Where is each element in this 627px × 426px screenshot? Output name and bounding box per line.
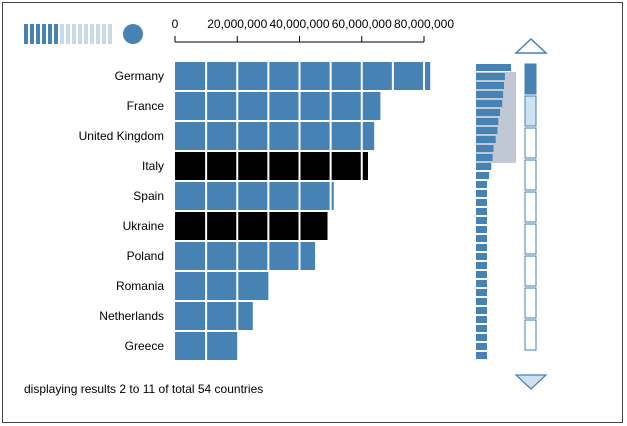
x-tick-label: 60,000,000	[332, 17, 392, 31]
overview-bar	[476, 190, 487, 197]
overview-bar	[476, 352, 487, 359]
category-label: Ukraine	[123, 219, 165, 233]
zoom-level-mark	[102, 24, 106, 44]
category-label: Italy	[142, 159, 164, 173]
bar-spain[interactable]	[175, 182, 334, 210]
bar-germany[interactable]	[175, 62, 431, 90]
overview-bar	[476, 73, 505, 80]
zoom-level-mark	[30, 24, 34, 44]
overview-bar	[476, 199, 487, 206]
overview-bar	[476, 316, 487, 323]
page-box[interactable]	[524, 95, 537, 127]
category-label: Germany	[115, 69, 164, 83]
overview-bar	[476, 145, 494, 152]
category-label: Poland	[127, 249, 164, 263]
overview-bar	[476, 325, 487, 332]
overview-bar	[476, 271, 487, 278]
overview-minimap[interactable]	[476, 64, 516, 359]
category-label: France	[127, 99, 165, 113]
zoom-level-mark	[24, 24, 28, 44]
zoom-level-mark	[66, 24, 70, 44]
overview-bar	[476, 298, 487, 305]
overview-bar	[476, 226, 487, 233]
page-indicator[interactable]	[524, 63, 537, 351]
overview-bar	[476, 91, 504, 98]
zoom-level-mark	[72, 24, 76, 44]
page-box[interactable]	[524, 287, 537, 319]
overview-bar	[476, 334, 487, 341]
scroll-up-arrow-icon[interactable]	[514, 37, 548, 54]
category-labels: Germany France United Kingdom Italy Spain Ukr…	[79, 69, 165, 353]
zoom-level-mark	[48, 24, 52, 44]
zoom-level-mark	[78, 24, 82, 44]
overview-bar	[476, 163, 492, 170]
overview-bar	[476, 136, 496, 143]
bar-ukraine[interactable]	[175, 212, 328, 240]
category-label: Spain	[133, 189, 164, 203]
zoom-level-mark	[90, 24, 94, 44]
category-label: Romania	[116, 279, 164, 293]
page-box[interactable]	[524, 63, 537, 95]
category-label: Netherlands	[99, 309, 164, 323]
bar-romania[interactable]	[175, 272, 269, 300]
overview-bar	[476, 307, 487, 314]
overview-bar	[476, 253, 487, 260]
bar-italy[interactable]	[175, 152, 368, 180]
page-box[interactable]	[524, 223, 537, 255]
bar-france[interactable]	[175, 92, 381, 120]
zoom-level-mark	[60, 24, 64, 44]
overview-bar	[476, 289, 487, 296]
bar-netherlands[interactable]	[175, 302, 253, 330]
overview-bar	[476, 244, 487, 251]
page-box[interactable]	[524, 159, 537, 191]
overview-bar	[476, 262, 487, 269]
overview-bar	[476, 82, 504, 89]
overview-bar	[476, 64, 511, 71]
overview-bar	[476, 109, 501, 116]
bar-group	[175, 62, 431, 360]
scroll-down-arrow-icon[interactable]	[514, 374, 548, 390]
x-tick-label: 20,000,000	[207, 17, 267, 31]
x-axis: 0 20,000,000 40,000,000 60,000,000 80,000,00…	[172, 17, 454, 43]
x-tick-label: 80,000,000	[394, 17, 454, 31]
zoom-slider[interactable]	[24, 24, 112, 44]
overview-bar	[476, 100, 503, 107]
zoom-level-mark	[42, 24, 46, 44]
page-box[interactable]	[524, 127, 537, 159]
overview-bar	[476, 181, 487, 188]
overview-bar	[476, 118, 499, 125]
overview-bar	[476, 280, 487, 287]
zoom-level-mark	[36, 24, 40, 44]
zoom-level-mark	[54, 24, 58, 44]
results-status: displaying results 2 to 11 of total 54 c…	[24, 382, 264, 396]
overview-bar	[476, 208, 487, 215]
category-label: United Kingdom	[79, 129, 164, 143]
bar-poland[interactable]	[175, 242, 316, 270]
overview-bar	[476, 343, 487, 350]
zoom-handle[interactable]	[123, 24, 143, 44]
overview-bar	[476, 154, 493, 161]
x-tick-label: 0	[172, 17, 179, 31]
overview-bar	[476, 217, 487, 224]
zoom-level-mark	[84, 24, 88, 44]
overview-bar	[476, 172, 490, 179]
zoom-level-mark	[96, 24, 100, 44]
category-label: Greece	[125, 339, 165, 353]
overview-bar	[476, 127, 498, 134]
x-tick-label: 40,000,000	[269, 17, 329, 31]
page-box[interactable]	[524, 319, 537, 351]
page-box[interactable]	[524, 255, 537, 287]
page-box[interactable]	[524, 191, 537, 223]
overview-bar	[476, 235, 487, 242]
zoom-level-mark	[108, 24, 112, 44]
bar-united-kingdom[interactable]	[175, 122, 375, 150]
